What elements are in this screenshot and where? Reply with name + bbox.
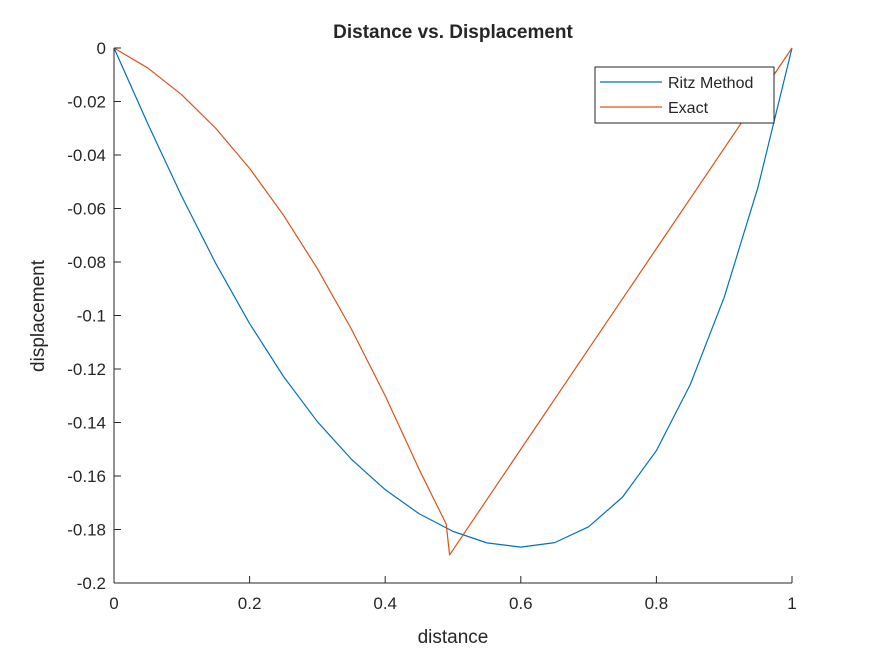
legend: Ritz Method Exact [594,66,775,124]
x-tick-label: 1 [787,594,796,613]
plot-area: 0 0.2 0.4 0.6 0.8 1 0 -0.02 -0.04 -0.06 -0.08 -0.1 -… [67,39,796,613]
legend-label-ritz-method: Ritz Method [668,75,753,92]
ticks-layer: 0 0.2 0.4 0.6 0.8 1 0 -0.02 -0.04 -0.06 -0.08 -0.1 -… [67,39,796,613]
y-tick-label: -0.08 [67,253,106,272]
x-tick-label: 0.8 [645,594,669,613]
y-tick-label: 0 [97,39,106,58]
legend-label-exact: Exact [668,100,709,117]
y-tick-label: -0.18 [67,521,106,540]
x-tick-label: 0.4 [373,594,397,613]
y-tick-label: -0.06 [67,200,106,219]
x-tick-label: 0.2 [238,594,262,613]
y-tick-label: -0.12 [67,360,106,379]
plot-background [114,48,792,583]
chart-title: Distance vs. Displacement [333,22,573,43]
y-axis-label: displacement [28,259,49,372]
x-tick-label: 0.6 [509,594,533,613]
series-line-ritz-method [113,47,793,548]
y-tick-label: -0.04 [67,146,106,165]
x-axis-label: distance [418,627,489,648]
series-layer [113,47,793,556]
y-tick-label: -0.16 [67,467,106,486]
y-tick-label: -0.14 [67,414,106,433]
y-tick-label: -0.02 [67,93,106,112]
y-tick-label: -0.1 [77,307,106,326]
x-tick-label: 0 [109,594,118,613]
y-tick-label: -0.2 [77,574,106,593]
legend-box [594,66,775,124]
series-line-exact [113,47,793,556]
